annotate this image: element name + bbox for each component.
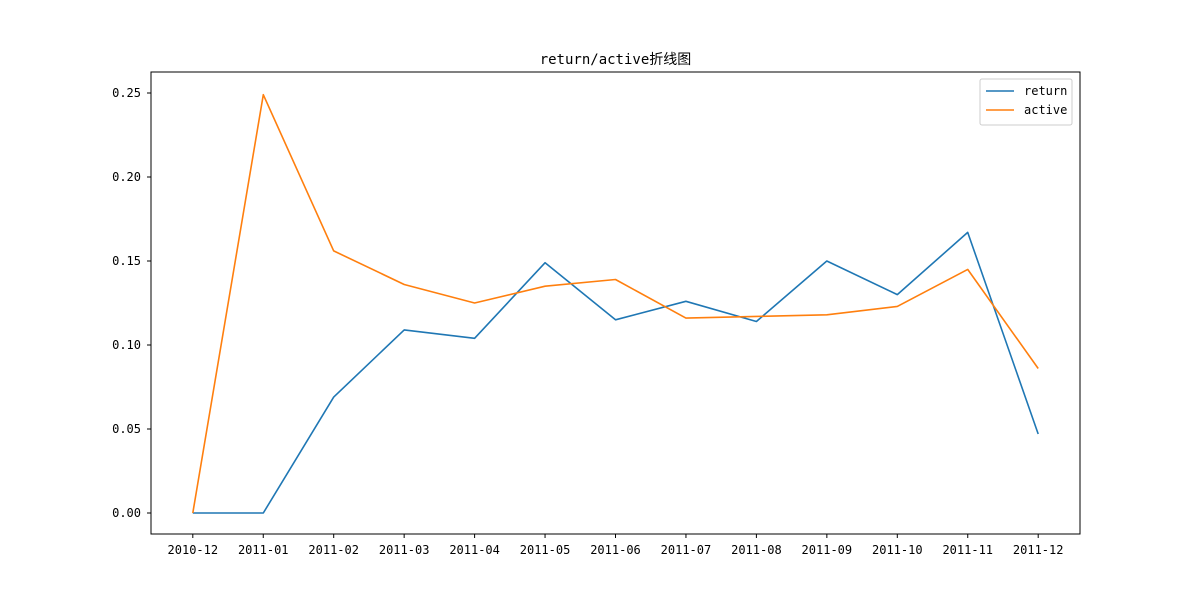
axes-frame — [150, 71, 1081, 535]
x-axis: 2010-12 2011-01 2011-02 2011-03 2011-04 2011-… — [168, 534, 1064, 557]
y-tick-label: 0.25 — [112, 86, 141, 100]
x-tick-label: 2011-10 — [872, 543, 923, 557]
x-tick-label: 2011-08 — [731, 543, 782, 557]
legend-label-active: active — [1024, 103, 1067, 117]
x-tick-label: 2011-12 — [1013, 543, 1064, 557]
y-axis: 0.00 0.05 0.10 0.15 0.20 0.25 — [112, 86, 151, 520]
y-tick-label: 0.10 — [112, 338, 141, 352]
x-tick-label: 2011-02 — [308, 543, 359, 557]
x-tick-label: 2011-05 — [520, 543, 571, 557]
x-tick-label: 2011-09 — [802, 543, 853, 557]
legend: return active — [979, 78, 1073, 126]
y-tick-label: 0.00 — [112, 506, 141, 520]
chart-title: return/active折线图 — [540, 52, 692, 68]
legend-label-return: return — [1024, 84, 1067, 98]
x-tick-label: 2011-04 — [449, 543, 500, 557]
x-tick-label: 2011-06 — [590, 543, 641, 557]
series-line-active — [192, 93, 1039, 514]
x-tick-label: 2011-03 — [379, 543, 430, 557]
series-layer — [192, 93, 1039, 514]
y-tick-label: 0.20 — [112, 170, 141, 184]
y-tick-label: 0.05 — [112, 422, 141, 436]
series-line-return — [192, 231, 1039, 514]
x-tick-label: 2010-12 — [168, 543, 219, 557]
y-tick-label: 0.15 — [112, 254, 141, 268]
x-tick-label: 2011-11 — [942, 543, 993, 557]
x-tick-label: 2011-01 — [238, 543, 289, 557]
x-tick-label: 2011-07 — [661, 543, 712, 557]
